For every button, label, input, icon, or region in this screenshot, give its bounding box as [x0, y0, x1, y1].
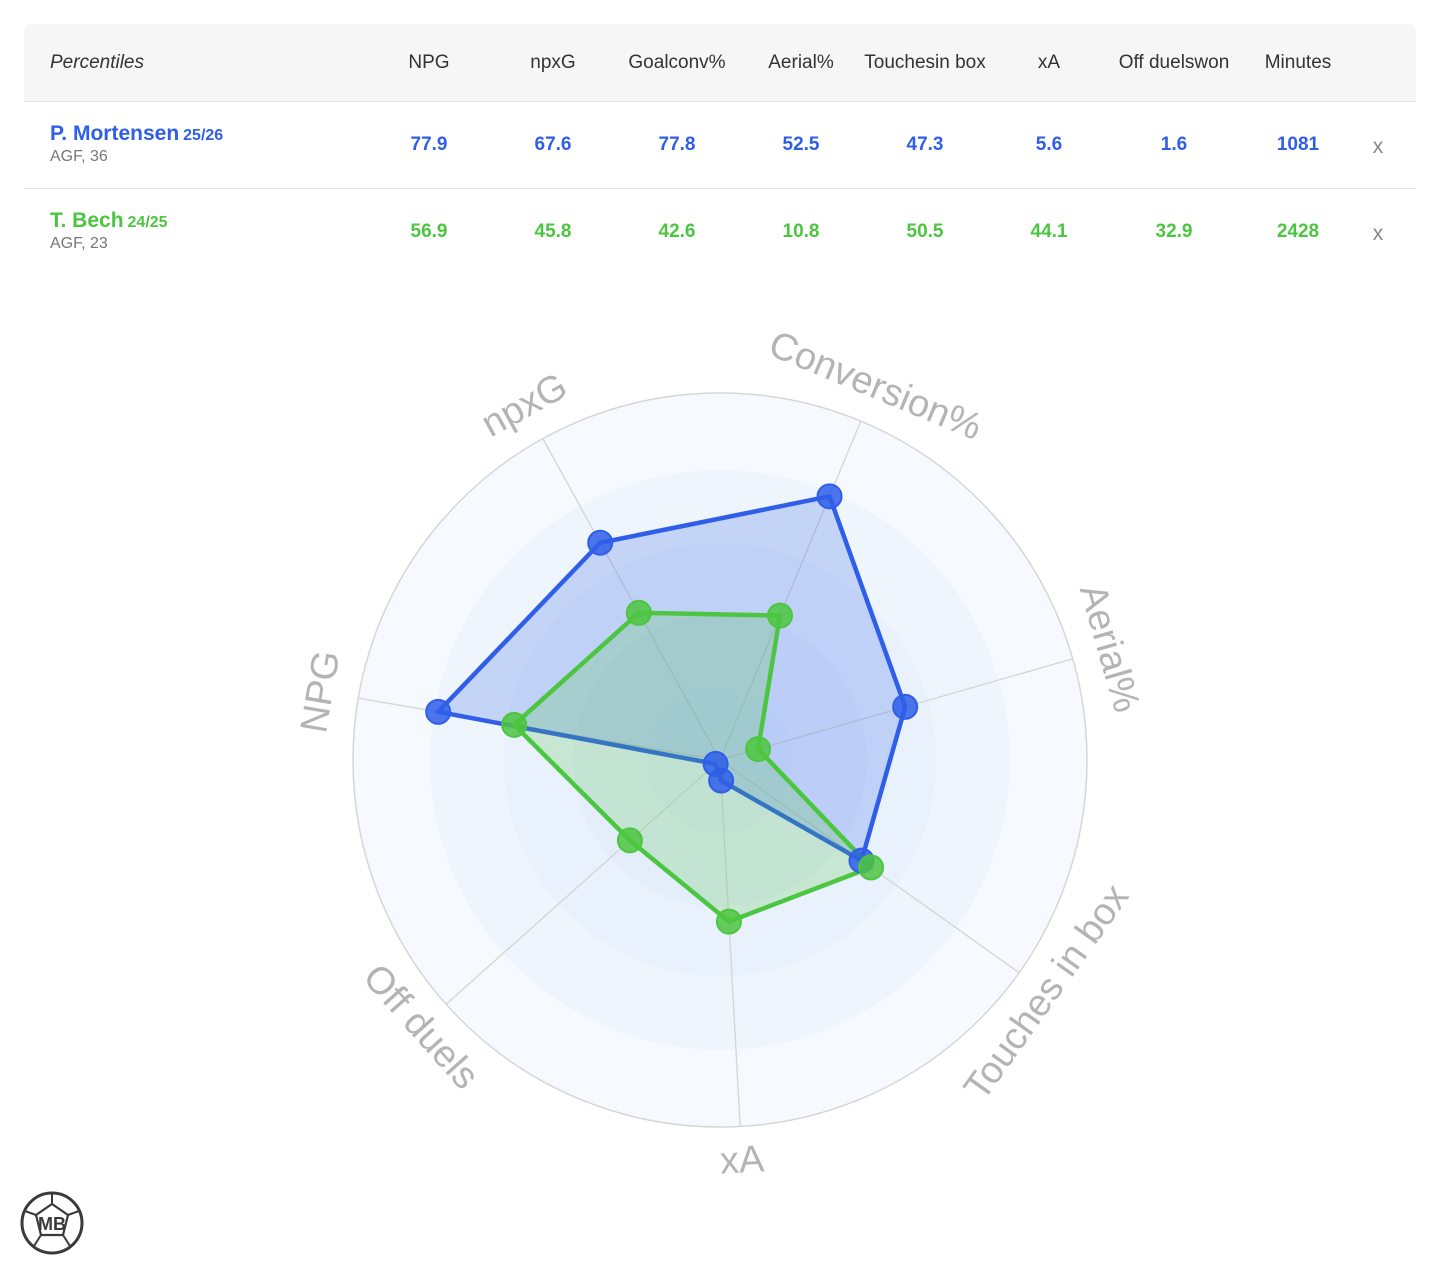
- axis-label: Aerial%: [1071, 580, 1147, 717]
- data-point-mortensen: [425, 698, 452, 725]
- column-header-goal_conv: Goal conv%: [615, 24, 739, 101]
- data-point-bech: [766, 602, 793, 629]
- column-header-npxg: npxG: [491, 24, 615, 101]
- value-xa: 44.1: [1030, 221, 1068, 242]
- value-npxg: 45.8: [534, 221, 572, 242]
- value-off_duels: 32.9: [1155, 221, 1193, 242]
- table-row: P. Mortensen 25/26 AGF, 36 77.9 67.6 77.8 52.5…: [24, 102, 1416, 189]
- data-point-mortensen: [816, 483, 843, 510]
- player-season: 24/25: [127, 214, 168, 231]
- column-header-line: Touches: [864, 52, 936, 73]
- data-point-mortensen: [587, 529, 614, 556]
- value-aerial: 52.5: [782, 134, 820, 155]
- radar-spoke: [719, 420, 862, 761]
- column-header-line: in box: [935, 52, 986, 73]
- column-header-line: npxG: [530, 52, 576, 73]
- data-point-mortensen: [702, 750, 729, 777]
- logo-text: MB: [38, 1214, 66, 1234]
- radar-outer-ring: [352, 392, 1088, 1128]
- value-off_duels: 1.6: [1160, 134, 1188, 155]
- value-npxg: 67.6: [534, 134, 572, 155]
- radar-spoke: [542, 438, 721, 761]
- remove-player-button[interactable]: x: [1372, 222, 1384, 245]
- column-header-line: Minutes: [1264, 52, 1332, 73]
- column-header-line: Off duels: [1118, 52, 1195, 73]
- value-touches: 47.3: [906, 134, 944, 155]
- data-point-mortensen: [892, 693, 919, 720]
- value-goal_conv: 77.8: [658, 134, 696, 155]
- column-header-line: Aerial%: [768, 52, 834, 73]
- series-area-bech: [511, 610, 874, 924]
- column-header-xa: xA: [987, 24, 1111, 101]
- radar-spoke: [719, 759, 741, 1127]
- value-touches: 50.5: [906, 221, 944, 242]
- column-header-line: won: [1194, 52, 1230, 73]
- player-name[interactable]: T. Bech 24/25: [50, 209, 168, 233]
- value-aerial: 10.8: [782, 221, 820, 242]
- player-meta: AGF, 23: [50, 235, 108, 252]
- player-name-text: T. Bech: [50, 209, 124, 232]
- player-season: 25/26: [183, 127, 224, 144]
- value-xa: 5.6: [1035, 134, 1063, 155]
- column-header-aerial: Aerial%: [739, 24, 863, 101]
- data-point-bech: [616, 827, 643, 854]
- radar-spoke: [445, 759, 721, 1005]
- table-header: Percentiles NPG npxG Goal conv% Aerial% Touch…: [24, 24, 1416, 102]
- mb-ball-logo: MB: [20, 1191, 84, 1255]
- value-npg: 56.9: [410, 221, 448, 242]
- data-point-bech: [745, 736, 772, 763]
- value-npg: 77.9: [410, 134, 448, 155]
- data-point-bech: [625, 599, 652, 626]
- column-header-off_duels: Off duels won: [1112, 24, 1236, 101]
- value-minutes: 2428: [1276, 221, 1320, 242]
- column-header-line: Goal: [628, 52, 669, 73]
- percentiles-header: Percentiles: [50, 51, 144, 73]
- remove-player-button[interactable]: x: [1372, 135, 1384, 158]
- column-header-touches: Touches in box: [863, 24, 987, 101]
- column-header-line: NPG: [408, 52, 450, 73]
- axis-label: xA: [719, 1138, 766, 1182]
- axis-label: NPG: [293, 648, 348, 736]
- data-point-bech: [715, 908, 742, 935]
- player-meta: AGF, 36: [50, 148, 108, 165]
- column-header-line: conv%: [668, 52, 726, 73]
- player-name-text: P. Mortensen: [50, 122, 180, 145]
- percentiles-table: Percentiles NPG npxG Goal conv% Aerial% Touch…: [24, 24, 1416, 275]
- value-goal_conv: 42.6: [658, 221, 696, 242]
- column-header-npg: NPG: [367, 24, 491, 101]
- data-point-bech: [858, 854, 885, 881]
- column-header-line: xA: [1037, 52, 1061, 73]
- player-name[interactable]: P. Mortensen 25/26: [50, 122, 223, 146]
- data-point-bech: [501, 711, 528, 738]
- column-header-minutes: Minutes: [1236, 24, 1360, 101]
- table-row: T. Bech 24/25 AGF, 23 56.9 45.8 42.6 10.8 50.5 4…: [24, 189, 1416, 275]
- value-minutes: 1081: [1276, 134, 1320, 155]
